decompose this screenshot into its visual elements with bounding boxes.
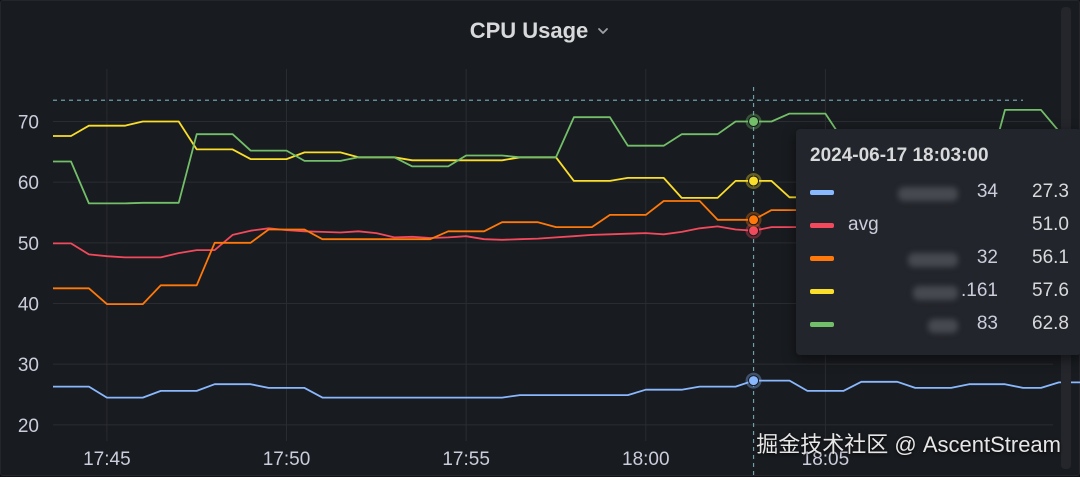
hover-point — [748, 115, 760, 127]
tooltip-series-value: 27.3 — [1032, 181, 1069, 202]
tooltip-row: 83 62.8 — [796, 309, 1080, 339]
hover-point — [748, 214, 760, 226]
y-tick-label: 40 — [18, 295, 39, 316]
hover-point — [748, 175, 760, 187]
panel-header[interactable]: CPU Usage — [1, 13, 1079, 49]
y-tick-label: 20 — [18, 416, 39, 437]
tooltip-series-name: 32 — [976, 247, 998, 268]
tooltip-series-value: 57.6 — [1032, 280, 1069, 301]
tooltip-series-name: 83 — [976, 313, 998, 334]
redacted-name — [913, 286, 958, 300]
x-tick-label: 17:50 — [263, 449, 311, 470]
hover-tooltip: 2024-06-17 18:03:00 34 27.3 avg 51.0 32 56.1.… — [796, 129, 1080, 355]
tooltip-row: 34 27.3 — [796, 177, 1080, 207]
tooltip-series-value: 56.1 — [1032, 247, 1069, 268]
hover-point — [748, 225, 760, 237]
y-tick-label: 70 — [18, 112, 39, 133]
tooltip-series-name: avg — [848, 214, 879, 235]
watermark: 掘金技术社区 @ AscentStream — [756, 432, 1061, 457]
chevron-down-icon[interactable] — [596, 24, 610, 38]
redacted-name — [908, 253, 958, 267]
y-tick-label: 50 — [18, 234, 39, 255]
series-line — [53, 220, 1080, 259]
series-line — [53, 173, 1080, 306]
series-color-swatch — [810, 322, 834, 327]
tooltip-series-name: 34 — [976, 181, 998, 202]
tooltip-time: 2024-06-17 18:03:00 — [810, 145, 989, 166]
series-color-swatch — [810, 223, 834, 228]
x-tick-label: 18:05 — [802, 449, 850, 470]
tooltip-series-name: .161 — [961, 280, 998, 301]
series-color-swatch — [810, 190, 834, 195]
series-line — [53, 120, 1080, 253]
x-tick-label: 18:00 — [622, 449, 670, 470]
y-tick-label: 60 — [18, 173, 39, 194]
tooltip-series-value: 51.0 — [1032, 214, 1069, 235]
series-color-swatch — [810, 289, 834, 294]
y-tick-label: 30 — [18, 355, 39, 376]
x-tick-label: 17:45 — [83, 449, 131, 470]
redacted-name — [928, 319, 958, 333]
series-color-swatch — [810, 256, 834, 261]
tooltip-row: 32 56.1 — [796, 243, 1080, 273]
series-line — [53, 379, 1080, 399]
x-tick-label: 17:55 — [442, 449, 490, 470]
tooltip-series-value: 62.8 — [1032, 313, 1069, 334]
hover-point — [748, 375, 760, 387]
redacted-name — [898, 187, 958, 201]
tooltip-row: .161 57.6 — [796, 276, 1080, 306]
tooltip-row: avg 51.0 — [796, 210, 1080, 240]
series-line — [53, 109, 1080, 205]
panel-title[interactable]: CPU Usage — [469, 18, 589, 43]
